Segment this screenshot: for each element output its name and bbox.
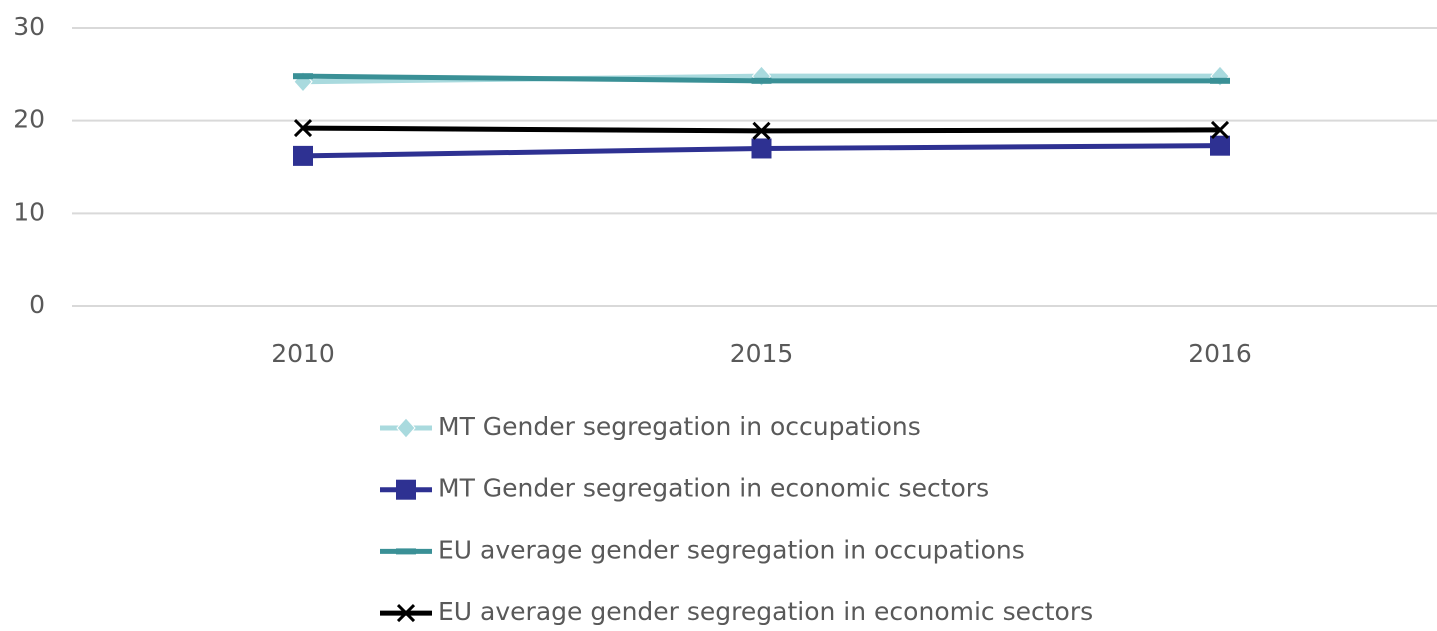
data-point — [293, 119, 313, 138]
legend-label: EU average gender segregation in economi… — [438, 597, 1093, 626]
x-tick-label: 2015 — [730, 339, 794, 368]
data-point — [752, 121, 771, 140]
data-point — [293, 73, 313, 80]
y-tick-label: 10 — [13, 197, 45, 226]
data-point — [751, 138, 772, 159]
legend-label: MT Gender segregation in economic sector… — [438, 474, 989, 503]
data-point — [1210, 77, 1230, 84]
data-point — [1210, 120, 1230, 139]
legend-marker — [396, 479, 416, 500]
data-point — [751, 77, 772, 84]
data-point — [1210, 135, 1230, 156]
x-tick-label: 2010 — [271, 339, 335, 368]
legend-marker — [396, 604, 416, 623]
legend-marker — [396, 548, 416, 555]
y-tick-label: 20 — [13, 105, 45, 134]
legend-marker — [396, 417, 416, 439]
data-point — [751, 65, 772, 87]
data-point — [1210, 65, 1230, 87]
legend-label: MT Gender segregation in occupations — [438, 412, 921, 441]
legend-label: EU average gender segregation in occupat… — [438, 535, 1025, 564]
y-tick-label: 30 — [13, 12, 45, 41]
x-tick-label: 2016 — [1188, 339, 1252, 368]
y-tick-label: 0 — [29, 290, 45, 319]
data-point — [293, 145, 313, 166]
